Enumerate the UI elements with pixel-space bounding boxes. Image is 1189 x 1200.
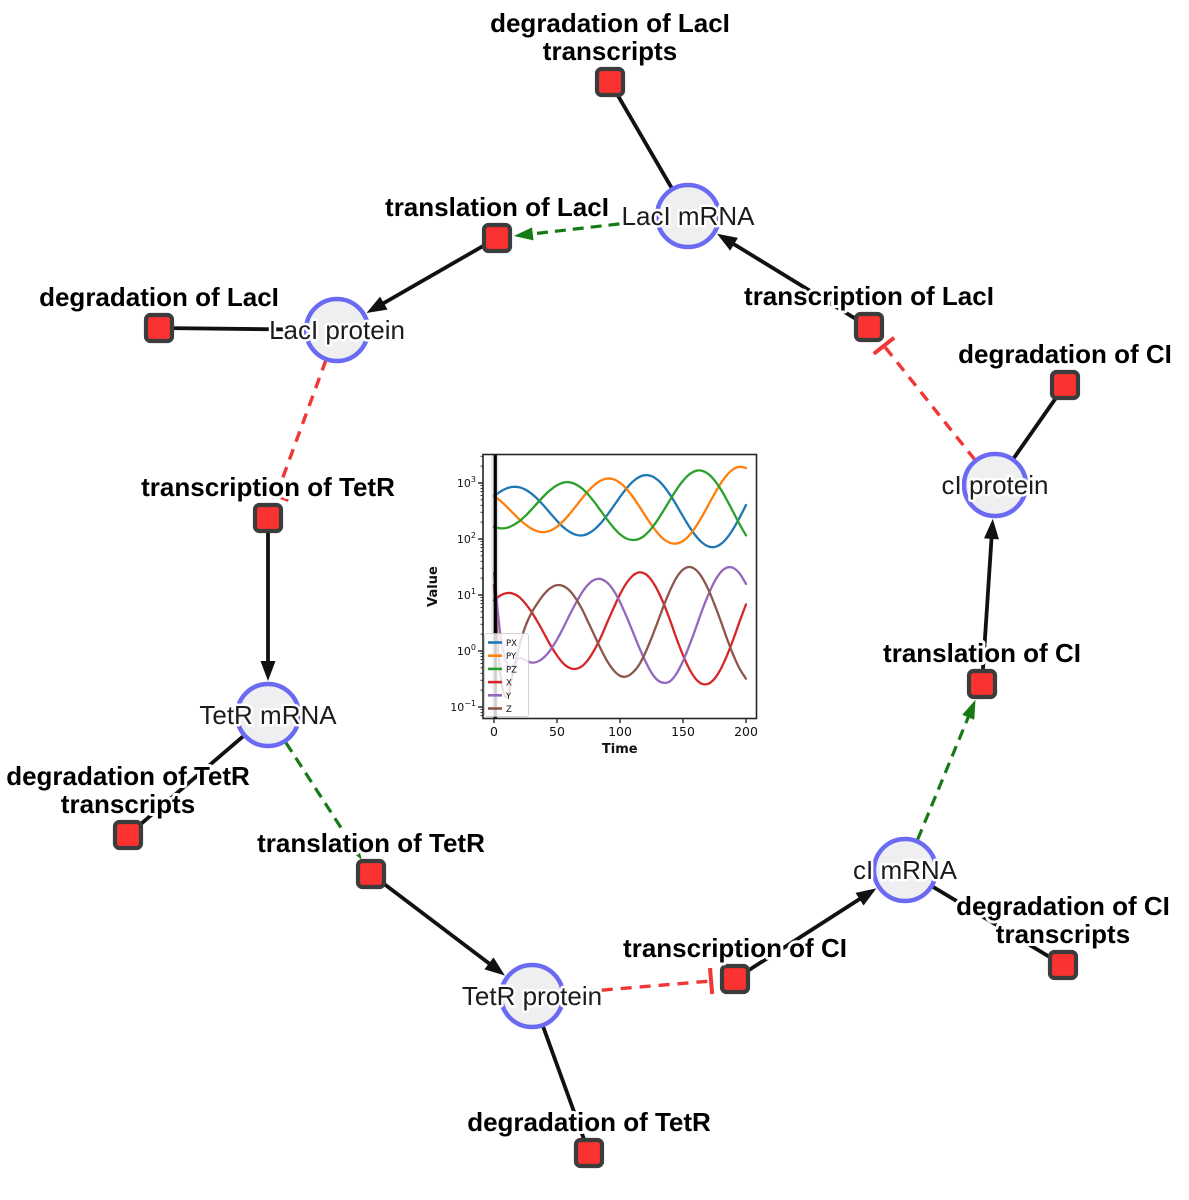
reaction-label-deg-tetr: degradation of TetR: [467, 1107, 711, 1137]
reaction-node-deg-tetr-tx[interactable]: [112, 819, 144, 851]
edge-trans-ci-ci-protein: [980, 518, 999, 685]
curve-X: [492, 571, 748, 686]
reaction-label-trans-ci: translation of CI: [883, 638, 1081, 668]
species-node-tetr-mrna[interactable]: [234, 681, 302, 749]
y-tick-label: 102: [457, 531, 476, 546]
edge-trans-laci-laci-protein: [366, 236, 498, 314]
y-tick-label: 10−1: [450, 699, 476, 714]
arrowhead: [983, 518, 999, 540]
reaction-node-txn-tetr[interactable]: [252, 502, 284, 534]
x-tick-label: 50: [549, 724, 565, 739]
modifier-arrowhead: [345, 840, 362, 860]
species-node-ci-protein[interactable]: [961, 451, 1029, 519]
labels-layer: LacI mRNA LacI protein TetR mRNA TetR prote…: [3, 5, 1175, 1140]
y-axis-title: Value: [426, 566, 441, 607]
edges-layer: [126, 81, 1067, 1154]
legend-label-X: X: [506, 679, 512, 689]
species-label-laci-protein: LacI protein: [269, 315, 405, 345]
y-tick-label: 100: [457, 643, 476, 658]
species-label-tetr-mrna: TetR mRNA: [199, 700, 337, 730]
reaction-node-deg-laci[interactable]: [143, 312, 175, 344]
modifier-arrowhead: [962, 699, 976, 720]
edge-laci-protein-txn-tetr: [263, 359, 328, 502]
legend: PX PY PZ XYZ: [484, 633, 529, 717]
reaction-label-trans-tetr: translation of TetR: [257, 828, 485, 858]
legend-label-PX: PX: [506, 639, 517, 649]
legend-label-PZ: PZ: [506, 665, 517, 675]
legend-label-Z: Z: [506, 705, 512, 715]
x-axis-title: Time: [602, 742, 638, 757]
modifier-arrowhead: [513, 227, 534, 241]
arrowhead: [366, 296, 388, 314]
edge-ci-protein-txn-laci: [872, 336, 977, 462]
curve-PX: [492, 473, 748, 549]
reaction-label-deg-ci: degradation of CI: [958, 339, 1172, 369]
x-tick-label: 100: [608, 724, 632, 739]
species-label-ci-mrna: cI mRNA: [853, 855, 958, 885]
edge-tetr-mrna-trans-tetr: [284, 741, 362, 860]
curve-PY: [492, 465, 748, 545]
edge-txn-tetr-tetr-mrna: [260, 518, 276, 681]
species-node-laci-mrna[interactable]: [654, 182, 722, 250]
arrowhead: [855, 888, 877, 906]
x-tick-label: 150: [671, 724, 695, 739]
arrowhead: [484, 957, 505, 976]
legend-label-Y: Y: [505, 692, 512, 702]
inhibition-bar: [708, 967, 715, 995]
species-label-tetr-protein: TetR protein: [462, 981, 602, 1011]
reaction-node-trans-ci[interactable]: [966, 668, 998, 700]
reaction-label-txn-tetr: transcription of TetR: [141, 472, 395, 502]
arrowhead: [260, 661, 276, 681]
y-tick-label: 103: [457, 475, 476, 490]
x-tick-label: 0: [490, 724, 498, 739]
x-tick-label: 200: [734, 724, 758, 739]
plot-area: [491, 455, 748, 718]
reaction-label-txn-ci: transcription of CI: [623, 933, 847, 963]
species-label-ci-protein: cI protein: [942, 470, 1049, 500]
edge-txn-ci-ci-mrna: [733, 888, 877, 981]
reaction-node-deg-ci[interactable]: [1049, 369, 1081, 401]
inhibition-bar: [263, 489, 290, 502]
reaction-label-deg-tetr-tx: degradation of TetR transcripts: [6, 761, 250, 819]
species-node-ci-mrna[interactable]: [871, 836, 939, 904]
legend-label-PY: PY: [506, 652, 517, 662]
curve-PZ: [492, 469, 748, 542]
curve-Y: [492, 565, 748, 684]
y-tick-label: 101: [457, 587, 476, 602]
reaction-label-deg-laci-tx: degradation of LacI transcripts: [490, 8, 730, 66]
reaction-node-deg-ci-tx[interactable]: [1047, 949, 1079, 981]
species-label-laci-mrna: LacI mRNA: [622, 201, 756, 231]
reaction-node-deg-tetr[interactable]: [573, 1137, 605, 1169]
edge-ci-mrna-trans-ci: [916, 699, 976, 841]
inhibition-bar: [872, 336, 896, 356]
curve-Z: [492, 565, 748, 699]
nodes-layer: [112, 66, 1081, 1169]
reaction-label-trans-laci: translation of LacI: [385, 192, 609, 222]
reaction-node-trans-laci[interactable]: [481, 222, 513, 254]
edge-laci-mrna-trans-laci: [513, 218, 656, 241]
edge-tetr-protein-txn-ci: [563, 967, 715, 996]
reaction-label-txn-laci: transcription of LacI: [744, 281, 994, 311]
reaction-label-deg-laci: degradation of LacI: [39, 282, 279, 312]
species-node-tetr-protein[interactable]: [498, 962, 566, 1030]
reaction-node-deg-laci-tx[interactable]: [594, 66, 626, 98]
species-node-laci-protein[interactable]: [303, 296, 371, 364]
arrowhead: [716, 233, 738, 251]
edge-trans-tetr-tetr-protein: [369, 872, 505, 976]
reaction-node-txn-laci[interactable]: [853, 311, 885, 343]
reaction-node-txn-ci[interactable]: [719, 963, 751, 995]
reaction-node-trans-tetr[interactable]: [355, 858, 387, 890]
edge-txn-laci-laci-mrna: [716, 233, 870, 329]
reaction-label-deg-ci-tx: degradation of CI transcripts: [956, 891, 1170, 949]
